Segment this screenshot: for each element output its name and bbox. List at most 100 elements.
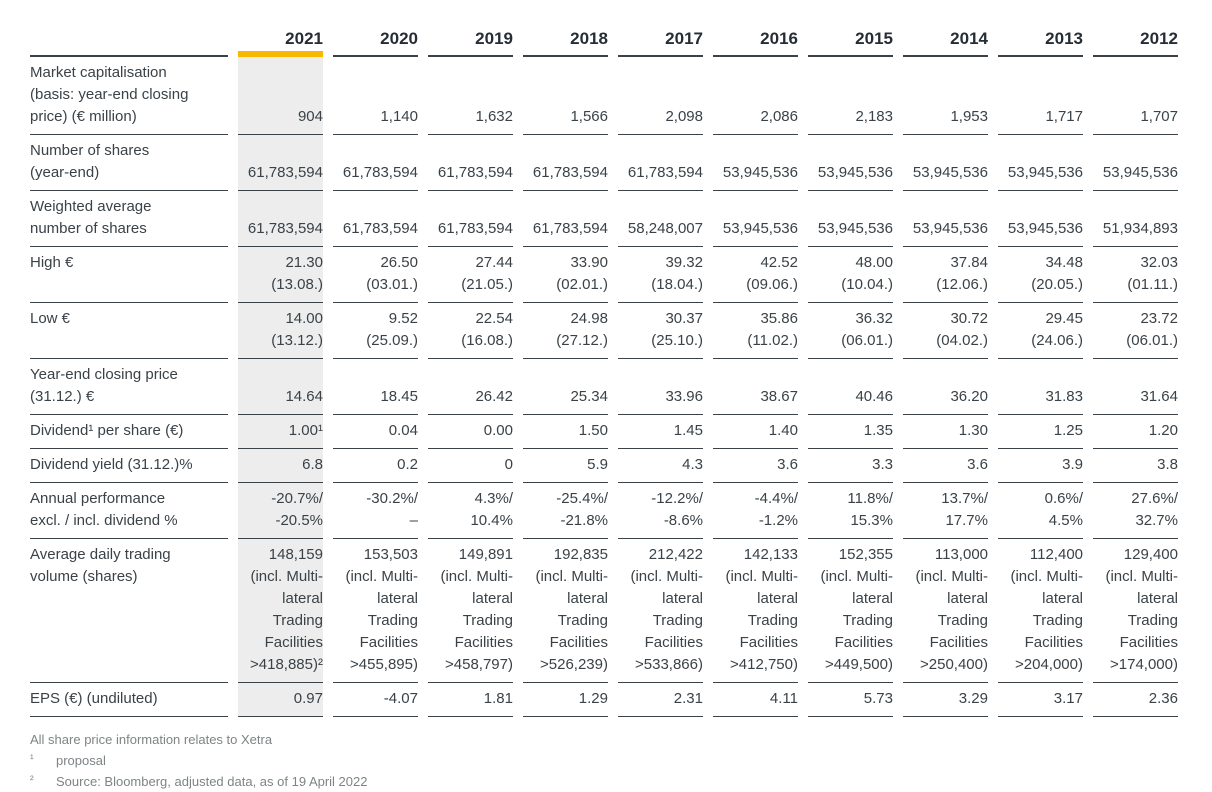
value-cell: 61,783,594 bbox=[238, 191, 323, 247]
value-line: >418,885)² bbox=[250, 656, 323, 673]
value-line: 61,783,594 bbox=[532, 220, 608, 237]
value-line: lateral bbox=[947, 590, 988, 607]
value-cell: 149,891 (incl. Multi-lateral Trading Facili… bbox=[428, 539, 513, 683]
value-cell: 61,783,594 bbox=[238, 135, 323, 191]
value-line: (01.11.) bbox=[1127, 276, 1178, 293]
value-cell: 1.25 bbox=[998, 415, 1083, 449]
value-line: (incl. Multi- bbox=[535, 568, 608, 585]
value-line: >204,000) bbox=[1015, 656, 1083, 673]
value-line: (11.02.) bbox=[747, 332, 798, 349]
value-cell: 4.11 bbox=[713, 683, 798, 717]
value-line: -20.5% bbox=[275, 512, 323, 529]
value-line: 2,183 bbox=[855, 108, 893, 125]
year-header-2015: 2015 bbox=[808, 28, 893, 57]
value-line: 5.73 bbox=[863, 690, 893, 707]
value-cell: 11.8%/ 15.3% bbox=[808, 483, 893, 539]
value-line: 3.8 bbox=[1157, 456, 1178, 473]
value-line: 53,945,536 bbox=[912, 164, 988, 181]
value-line: 1.40 bbox=[768, 422, 798, 439]
value-line: -8.6% bbox=[663, 512, 703, 529]
value-cell: 1.00¹ bbox=[238, 415, 323, 449]
table-row: Annual performance excl. / incl. dividend… bbox=[30, 483, 1178, 539]
value-line: 113,000 bbox=[934, 546, 988, 563]
footnote-1-text: proposal bbox=[56, 753, 106, 768]
value-line: (21.05.) bbox=[461, 276, 513, 293]
value-line: Facilities bbox=[454, 634, 513, 651]
value-line: 4.11 bbox=[769, 690, 798, 707]
row-label-line: Low € bbox=[30, 310, 71, 327]
value-line: 0.00 bbox=[483, 422, 513, 439]
value-line: 129,400 bbox=[1123, 546, 1178, 563]
row-label-line: Dividend yield (31.12.)% bbox=[30, 456, 193, 473]
value-line: 1,707 bbox=[1140, 108, 1178, 125]
value-line: 4.3 bbox=[682, 456, 703, 473]
value-line: 1.30 bbox=[958, 422, 988, 439]
value-line: (20.05.) bbox=[1031, 276, 1083, 293]
value-cell: 33.96 bbox=[618, 359, 703, 415]
value-line: 61,783,594 bbox=[532, 164, 608, 181]
value-line: 0.04 bbox=[388, 422, 418, 439]
value-line: Trading bbox=[367, 612, 418, 629]
value-cell: 0.97 bbox=[238, 683, 323, 717]
value-line: lateral bbox=[757, 590, 798, 607]
value-line: (12.06.) bbox=[936, 276, 988, 293]
value-line: 61,783,594 bbox=[342, 164, 418, 181]
value-line: 14.00 bbox=[285, 310, 323, 327]
table-row: Number of shares (year-end) 61,783,594 61,7… bbox=[30, 135, 1178, 191]
table-row: Low € 14.00 (13.12.) 9.52 (25.09.) 22.54 (16.0… bbox=[30, 303, 1178, 359]
value-cell: -12.2%/ -8.6% bbox=[618, 483, 703, 539]
value-line: (10.04.) bbox=[841, 276, 893, 293]
row-label-line: (31.12.) € bbox=[30, 388, 95, 405]
value-cell: 53,945,536 bbox=[808, 191, 893, 247]
value-line: -20.7%/ bbox=[271, 490, 323, 507]
value-line: lateral bbox=[662, 590, 703, 607]
row-label: Low € bbox=[30, 303, 228, 359]
value-cell: 27.6%/ 32.7% bbox=[1093, 483, 1178, 539]
row-label: Average daily trading volume (shares) bbox=[30, 539, 228, 683]
value-cell: 61,783,594 bbox=[428, 135, 513, 191]
value-line: Facilities bbox=[359, 634, 418, 651]
value-cell: 3.8 bbox=[1093, 449, 1178, 483]
value-line: >250,400) bbox=[920, 656, 988, 673]
year-header-2019: 2019 bbox=[428, 28, 513, 57]
value-line: 27.6%/ bbox=[1131, 490, 1178, 507]
value-cell: 40.46 bbox=[808, 359, 893, 415]
footnote-1-marker: ¹ bbox=[30, 753, 34, 765]
value-line: -4.07 bbox=[383, 690, 418, 707]
value-line: lateral bbox=[282, 590, 323, 607]
value-cell: 51,934,893 bbox=[1093, 191, 1178, 247]
value-line: 3.29 bbox=[958, 690, 988, 707]
value-cell: 0.6%/ 4.5% bbox=[998, 483, 1083, 539]
value-line: Facilities bbox=[834, 634, 893, 651]
value-line: (27.12.) bbox=[556, 332, 608, 349]
value-line: 3.3 bbox=[872, 456, 893, 473]
footnote-general: All share price information relates to X… bbox=[30, 729, 1202, 750]
value-line: (incl. Multi- bbox=[250, 568, 323, 585]
value-cell: 0.00 bbox=[428, 415, 513, 449]
value-cell: 192,835 (incl. Multi-lateral Trading Facili… bbox=[523, 539, 608, 683]
value-line: 0 bbox=[504, 456, 513, 473]
value-line: 36.32 bbox=[855, 310, 893, 327]
value-cell: 3.6 bbox=[713, 449, 798, 483]
value-cell: 35.86 (11.02.) bbox=[713, 303, 798, 359]
value-line: 1.25 bbox=[1053, 422, 1083, 439]
value-cell: 30.72 (04.02.) bbox=[903, 303, 988, 359]
value-line: 3.6 bbox=[967, 456, 988, 473]
row-label-line: number of shares bbox=[30, 220, 147, 237]
table-row: Year-end closing price (31.12.) € 14.64 18.… bbox=[30, 359, 1178, 415]
footnote-2-text: Source: Bloomberg, adjusted data, as of … bbox=[56, 774, 368, 789]
value-cell: 1.35 bbox=[808, 415, 893, 449]
value-line: >174,000) bbox=[1110, 656, 1178, 673]
value-line: (06.01.) bbox=[1126, 332, 1178, 349]
value-line: (13.12.) bbox=[271, 332, 323, 349]
value-cell: 34.48 (20.05.) bbox=[998, 247, 1083, 303]
year-header-2021: 2021 bbox=[238, 28, 323, 57]
value-cell: 26.50 (03.01.) bbox=[333, 247, 418, 303]
value-cell: 5.73 bbox=[808, 683, 893, 717]
value-line: (06.01.) bbox=[841, 332, 893, 349]
value-line: 212,422 bbox=[648, 546, 703, 563]
value-line: -1.2% bbox=[758, 512, 798, 529]
value-line: 153,503 bbox=[363, 546, 418, 563]
value-line: 27.44 bbox=[475, 254, 513, 271]
